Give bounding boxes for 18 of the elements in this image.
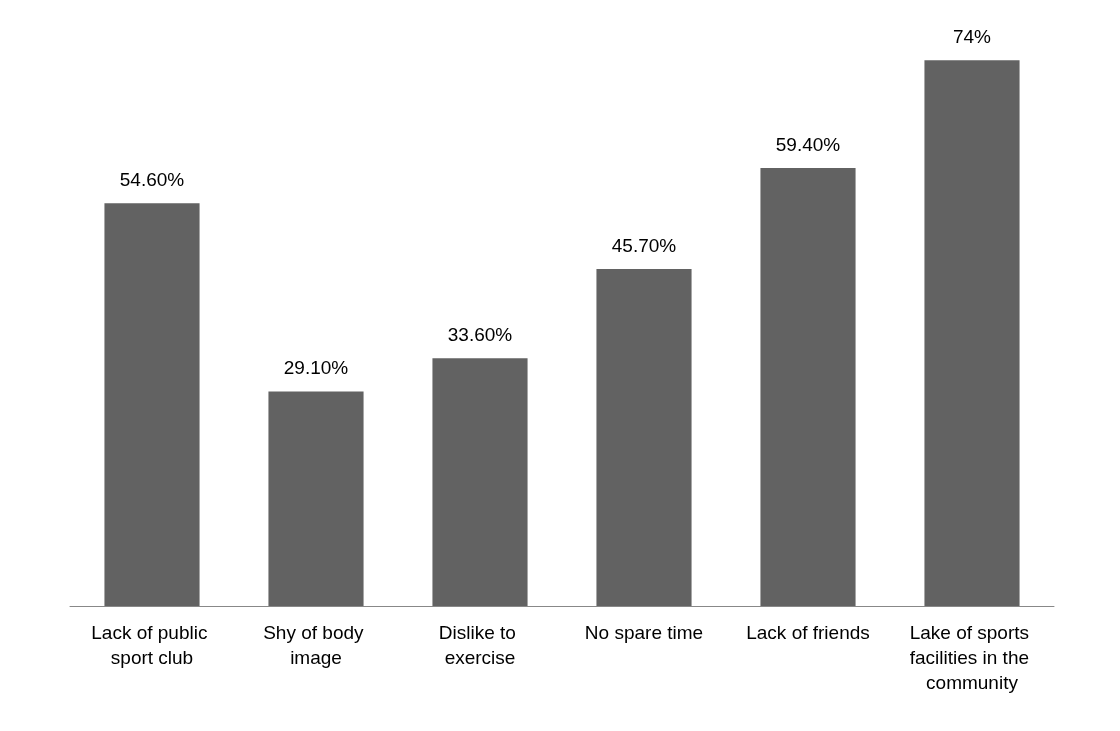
data-label: 54.60% <box>119 169 185 191</box>
bar <box>596 268 692 606</box>
bar <box>104 203 200 606</box>
data-label: 29.10% <box>283 357 349 379</box>
x-tick-label: Lake of sports facilities in the community <box>909 622 1035 693</box>
x-tick-label: Lack of friends <box>746 622 870 643</box>
x-tick-label: Shy of body image <box>263 622 369 668</box>
x-tick-label: Dislike to exercise <box>438 622 522 668</box>
data-label: 45.70% <box>611 234 677 256</box>
bar <box>432 358 528 606</box>
bar <box>924 60 1020 606</box>
data-label: 59.40% <box>775 133 841 155</box>
bar <box>268 391 364 606</box>
x-tick-label: Lack of public sport club <box>91 622 213 668</box>
data-label: 33.60% <box>447 324 513 346</box>
data-label: 74% <box>952 26 992 48</box>
x-tick-label: No spare time <box>584 622 704 643</box>
bar <box>760 167 856 606</box>
